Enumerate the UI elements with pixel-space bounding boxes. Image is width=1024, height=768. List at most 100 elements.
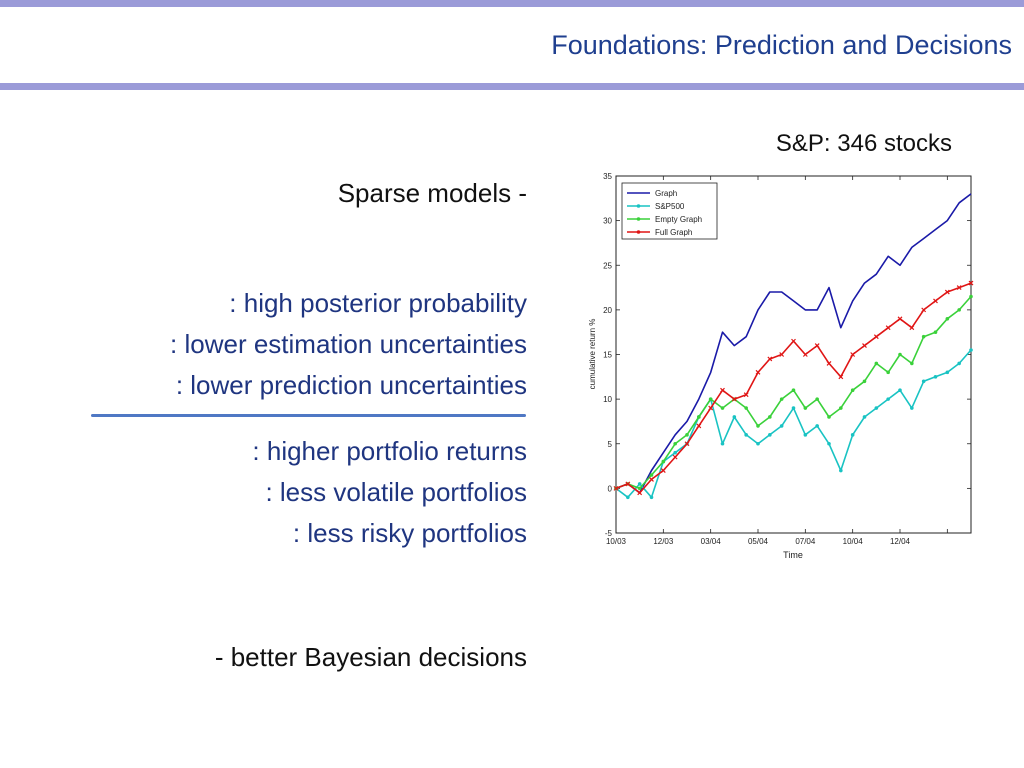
data-point-full-graph <box>779 352 785 357</box>
x-axis-label: Time <box>783 550 803 560</box>
legend-label-empty-graph: Empty Graph <box>655 215 702 224</box>
data-point-s-p500 <box>768 433 772 437</box>
data-point-empty-graph <box>649 473 654 477</box>
legend-label-full-graph: Full Graph <box>655 228 692 237</box>
text-less-volatile: : less volatile portfolios <box>265 477 527 507</box>
y-tick-label: 10 <box>603 395 612 404</box>
data-point-full-graph <box>637 490 643 496</box>
data-point-empty-graph <box>673 441 677 446</box>
x-tick-label: 07/04 <box>795 537 816 546</box>
data-point-empty-graph <box>815 397 819 401</box>
data-point-empty-graph <box>874 361 879 366</box>
data-point-full-graph <box>731 396 737 402</box>
legend-marker-full-graph <box>636 230 641 234</box>
data-point-s-p500 <box>815 424 819 428</box>
data-point-empty-graph <box>827 415 831 419</box>
data-point-full-graph <box>708 405 714 411</box>
data-point-empty-graph <box>779 397 784 401</box>
data-point-s-p500 <box>969 348 973 352</box>
data-point-empty-graph <box>862 379 867 384</box>
y-tick-label: -5 <box>605 529 613 538</box>
data-point-empty-graph <box>945 317 950 321</box>
data-point-empty-graph <box>803 406 808 410</box>
data-point-full-graph <box>944 289 950 295</box>
y-tick-label: 5 <box>608 440 613 449</box>
data-point-full-graph <box>791 338 796 344</box>
data-point-full-graph <box>838 374 844 380</box>
x-tick-label: 10/04 <box>843 537 864 546</box>
data-point-empty-graph <box>768 415 772 419</box>
data-point-empty-graph <box>685 433 689 437</box>
data-point-empty-graph <box>708 397 713 401</box>
data-point-s-p500 <box>791 406 796 410</box>
x-tick-label: 03/04 <box>701 537 722 546</box>
data-point-full-graph <box>767 356 773 362</box>
y-tick-label: 15 <box>603 351 612 360</box>
text-sparse-models: Sparse models - <box>337 178 527 208</box>
slide-title: Foundations: Prediction and Decisions <box>551 30 1012 60</box>
data-point-full-graph <box>862 343 867 348</box>
data-point-s-p500 <box>933 375 938 379</box>
x-tick-label: 12/04 <box>890 537 911 546</box>
header-divider-bar <box>0 83 1024 90</box>
y-tick-label: 25 <box>603 261 612 270</box>
data-point-full-graph <box>802 352 808 357</box>
data-point-full-graph <box>933 298 938 304</box>
data-point-s-p500 <box>874 406 879 410</box>
data-point-s-p500 <box>886 397 890 401</box>
data-point-s-p500 <box>720 441 725 446</box>
x-tick-label: 12/03 <box>653 537 674 546</box>
text-high-posterior: : high posterior probability <box>229 288 527 318</box>
data-point-empty-graph <box>637 486 642 491</box>
data-point-s-p500 <box>649 495 654 500</box>
data-point-empty-graph <box>898 352 902 357</box>
y-tick-label: 20 <box>603 306 612 315</box>
data-point-s-p500 <box>827 441 831 446</box>
data-point-full-graph <box>909 325 915 331</box>
y-axis-label: cumulative return % <box>588 319 597 390</box>
x-tick-label: 10/03 <box>606 537 627 546</box>
data-point-s-p500 <box>898 388 902 392</box>
data-point-full-graph <box>696 423 702 429</box>
y-tick-label: 35 <box>603 172 612 181</box>
data-point-empty-graph <box>850 388 855 392</box>
series-line-graph <box>615 193 972 494</box>
legend: Graph S&P500 Empty Graph Full Graph <box>621 182 718 240</box>
data-point-full-graph <box>873 334 879 340</box>
data-point-full-graph <box>826 361 832 366</box>
data-point-empty-graph <box>933 330 938 334</box>
text-higher-returns: : higher portfolio returns <box>252 436 527 466</box>
data-point-full-graph <box>814 343 820 348</box>
data-point-full-graph <box>613 485 619 491</box>
data-point-empty-graph <box>791 388 796 392</box>
data-point-s-p500 <box>637 482 642 486</box>
data-point-full-graph <box>743 392 749 398</box>
data-point-s-p500 <box>756 441 760 446</box>
data-point-full-graph <box>625 481 631 487</box>
legend-marker-s-p500 <box>636 204 641 208</box>
data-point-empty-graph <box>957 308 961 312</box>
data-point-s-p500 <box>945 370 950 375</box>
chart-caption: S&P: 346 stocks <box>775 130 952 157</box>
data-point-empty-graph <box>697 415 701 419</box>
data-point-full-graph <box>684 441 690 447</box>
data-point-full-graph <box>956 285 962 290</box>
data-point-s-p500 <box>732 415 737 419</box>
data-point-full-graph <box>968 280 974 286</box>
data-point-s-p500 <box>839 468 843 473</box>
data-point-empty-graph <box>661 459 666 464</box>
data-point-empty-graph <box>910 361 914 366</box>
returns-line-chart: -5 0 5 10 15 20 25 30 35 10/03 12/03 03/04 05/04 07/0… <box>588 172 974 560</box>
data-point-full-graph <box>885 325 891 331</box>
data-point-s-p500 <box>910 406 914 410</box>
data-point-s-p500 <box>626 495 630 500</box>
data-point-empty-graph <box>839 406 843 410</box>
data-point-full-graph <box>897 316 903 322</box>
data-point-full-graph <box>921 307 927 313</box>
data-point-full-graph <box>649 477 654 482</box>
tick-layer: -5 0 5 10 15 20 25 30 35 10/03 12/03 03/04 05/04 07/0… <box>603 172 971 546</box>
text-better-bayesian: - better Bayesian decisions <box>214 642 527 672</box>
data-point-full-graph <box>850 352 856 357</box>
data-point-s-p500 <box>862 415 867 419</box>
text-less-risky: : less risky portfolios <box>292 518 527 548</box>
